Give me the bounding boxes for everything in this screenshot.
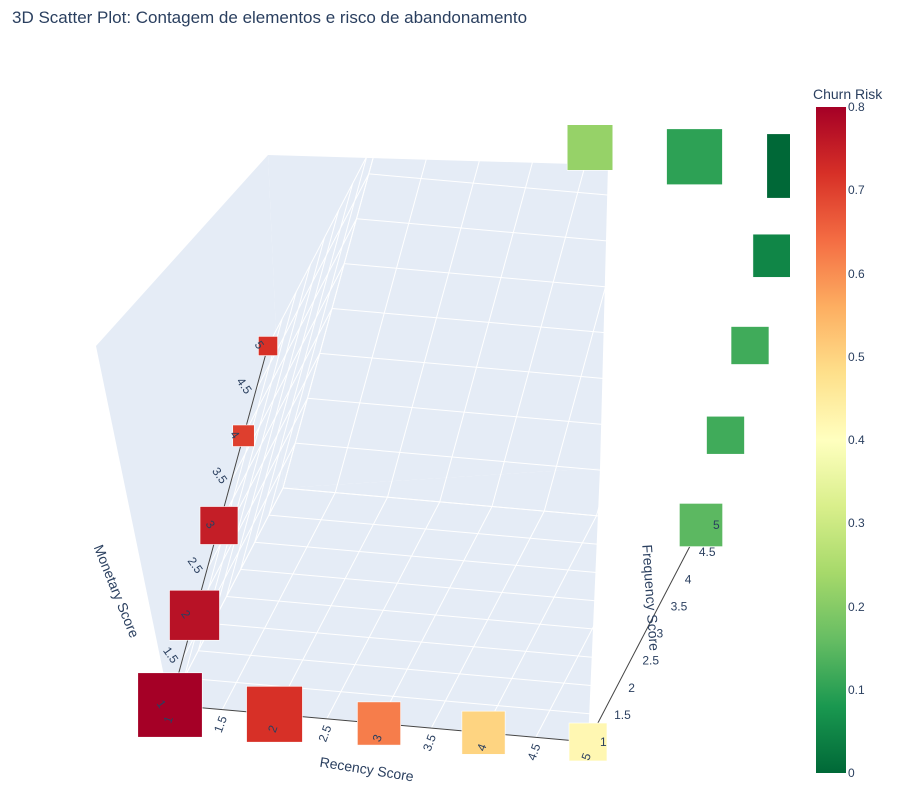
x-tick-label: 4 bbox=[474, 742, 490, 753]
data-point[interactable] bbox=[679, 503, 723, 547]
y-tick-label: 1.5 bbox=[614, 708, 631, 722]
data-points bbox=[137, 124, 790, 762]
colorbar-tick-label: 0.4 bbox=[848, 433, 865, 447]
y-axis-title: Frequency Score bbox=[639, 544, 662, 652]
y-tick-label: 4.5 bbox=[699, 545, 716, 559]
grid-line bbox=[331, 308, 751, 346]
grid-line bbox=[596, 156, 695, 516]
colorbar-title: Churn Risk bbox=[813, 86, 883, 102]
colorbar-tick-label: 0.5 bbox=[848, 349, 865, 364]
x-tick-label: 2 bbox=[265, 723, 281, 734]
data-point[interactable] bbox=[730, 326, 770, 365]
grid-line bbox=[243, 218, 357, 436]
grid-line bbox=[483, 515, 597, 733]
y-tick-label: 4 bbox=[685, 572, 692, 586]
data-point[interactable] bbox=[766, 133, 790, 199]
back-wall bbox=[268, 155, 608, 488]
data-point[interactable] bbox=[752, 233, 790, 278]
chart-title: 3D Scatter Plot: Contagem de elementos e… bbox=[12, 8, 528, 27]
x-tick-label: 1.5 bbox=[211, 714, 230, 735]
colorbar bbox=[816, 107, 846, 773]
grid-line bbox=[240, 568, 659, 607]
grid-line bbox=[430, 510, 545, 729]
y-tick-label: 3.5 bbox=[671, 599, 688, 613]
grid-line bbox=[268, 514, 687, 553]
grid-line bbox=[648, 161, 748, 521]
data-point[interactable] bbox=[461, 710, 506, 755]
y-tick-label: 1 bbox=[600, 735, 607, 749]
colorbar-tick-label: 0.3 bbox=[848, 516, 865, 531]
colorbar-tick-label: 0.8 bbox=[848, 100, 865, 114]
grid-line bbox=[543, 151, 643, 512]
colorbar-tick-label: 0 bbox=[848, 766, 855, 780]
data-point[interactable] bbox=[199, 506, 239, 545]
x-tick-label: 1 bbox=[161, 714, 177, 725]
colorbar-tick-label: 0.6 bbox=[848, 266, 865, 281]
grid-line bbox=[254, 183, 354, 543]
data-point[interactable] bbox=[258, 336, 278, 356]
x-tick-label: 3.5 bbox=[420, 732, 439, 753]
x-tick-label: 4.5 bbox=[525, 741, 544, 762]
scatter-3d-plot[interactable]: 1 1.5 2 2.5 3 3.5 4 4.5 511.522.533.544.5511.522… bbox=[0, 0, 790, 808]
floor-plane bbox=[170, 468, 600, 742]
grid-line bbox=[535, 520, 650, 738]
y-tick-label: 3 bbox=[657, 627, 664, 641]
colorbar-tick-label: 0.7 bbox=[848, 183, 865, 198]
data-point[interactable] bbox=[169, 589, 220, 641]
colorbar-tick-label: 0.2 bbox=[848, 599, 865, 614]
colorbar-tick-label: 0.1 bbox=[848, 682, 865, 697]
grid-line bbox=[282, 487, 702, 526]
x-axis-title: Recency Score bbox=[319, 754, 415, 785]
data-point[interactable] bbox=[246, 686, 303, 743]
x-tick-label: 3 bbox=[370, 732, 386, 743]
y-tick-label: 2 bbox=[628, 681, 635, 695]
data-point[interactable] bbox=[568, 722, 608, 762]
data-point[interactable] bbox=[137, 672, 203, 738]
y-tick-label: 2.5 bbox=[642, 654, 659, 668]
data-point[interactable] bbox=[706, 415, 745, 455]
data-point[interactable] bbox=[666, 128, 723, 185]
left-wall bbox=[96, 155, 283, 705]
grid-line bbox=[344, 263, 763, 302]
grid-line bbox=[282, 128, 382, 489]
grid-line bbox=[240, 210, 340, 570]
grid-line bbox=[267, 128, 382, 347]
y-axis-line bbox=[587, 524, 702, 743]
z-axis-title: Monetary Score bbox=[91, 542, 143, 640]
grid-line bbox=[268, 155, 368, 516]
y-tick-label: 5 bbox=[713, 518, 720, 532]
grid-line bbox=[254, 541, 673, 580]
grid-line bbox=[218, 308, 333, 526]
grid-line bbox=[226, 596, 645, 634]
x-tick-label: 2.5 bbox=[316, 723, 335, 744]
x-tick-label: 5 bbox=[579, 751, 595, 762]
grid-line bbox=[356, 218, 775, 257]
data-point[interactable] bbox=[232, 424, 255, 447]
grid-line bbox=[368, 173, 787, 212]
data-point[interactable] bbox=[566, 124, 614, 171]
data-point[interactable] bbox=[357, 701, 401, 746]
